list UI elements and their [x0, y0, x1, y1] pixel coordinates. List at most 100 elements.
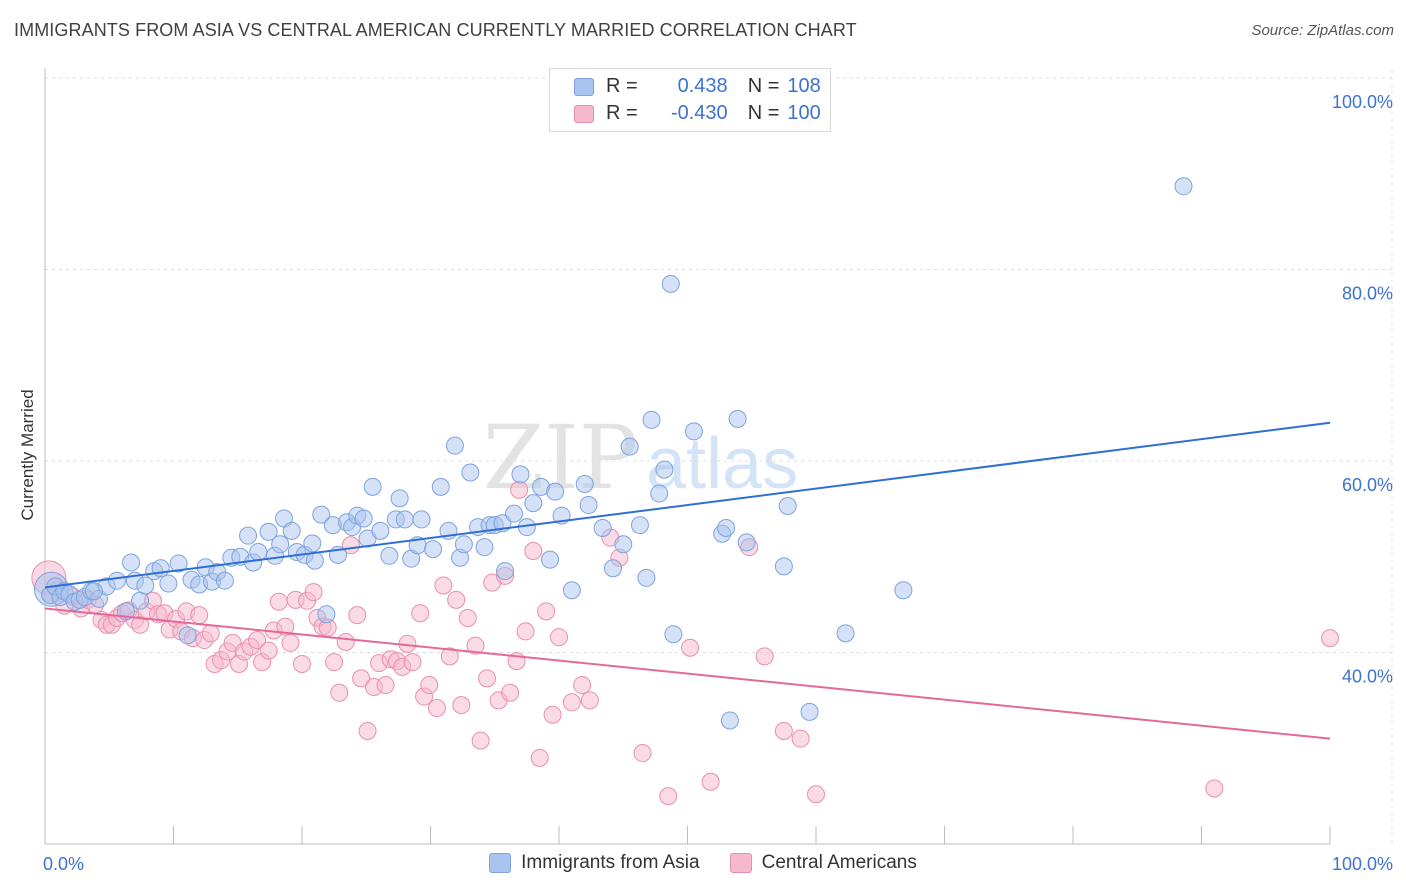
data-point-central [427, 699, 446, 718]
data-point-asia [593, 519, 612, 538]
data-point-asia [511, 465, 530, 484]
data-point-asia [169, 554, 188, 573]
x-tick-label: 0.0% [43, 854, 84, 874]
data-point-asia [84, 582, 103, 601]
data-point-central [543, 705, 562, 724]
data-point-central [659, 787, 678, 806]
data-point-central [633, 744, 652, 763]
stats-row-central: R = -0.430 N = 100 [574, 102, 821, 125]
data-point-asia [579, 496, 598, 515]
data-point-asia [655, 460, 674, 479]
data-point-asia [496, 562, 515, 581]
data-point-asia [1174, 177, 1193, 196]
data-point-asia [136, 576, 155, 595]
data-point-asia [363, 477, 382, 496]
stats-n-label: N = [747, 102, 780, 124]
data-point-asia [461, 463, 480, 482]
legend-swatch-central [729, 853, 752, 873]
data-point-asia [395, 510, 414, 529]
data-point-central [440, 647, 459, 666]
data-point-central [774, 722, 793, 741]
data-point-asia [664, 625, 683, 644]
data-point-central [336, 632, 355, 651]
data-point-central [580, 691, 599, 710]
data-point-asia [259, 522, 278, 541]
stats-r-label: R = [606, 75, 638, 97]
stats-legend-box: R = 0.438 N = 108 R = -0.430 N = 100 [549, 68, 831, 132]
data-point-asia [642, 410, 661, 429]
stats-n-value: 100 [787, 102, 821, 124]
data-point-asia [728, 409, 747, 428]
data-point-central [516, 622, 535, 641]
data-point-asia [282, 521, 301, 540]
data-point-central [550, 628, 568, 647]
data-point-asia [630, 516, 649, 535]
stats-n-label: N = [747, 75, 780, 97]
data-point-asia [524, 494, 543, 513]
data-point-central [562, 693, 581, 712]
trendline-central [44, 607, 1331, 740]
data-point-central [1321, 629, 1339, 648]
data-point-asia [717, 519, 736, 538]
stats-row-asia: R = 0.438 N = 108 [574, 75, 821, 98]
trendline-asia [44, 421, 1331, 589]
data-point-central [573, 676, 592, 695]
data-point-central [358, 722, 377, 741]
data-point-asia [650, 484, 669, 503]
data-point-central [807, 785, 825, 804]
data-point-central [281, 633, 300, 652]
data-point-asia [541, 550, 560, 569]
data-point-central [530, 748, 549, 767]
data-point-central [701, 772, 720, 791]
data-point-asia [122, 553, 141, 572]
data-point-asia [305, 551, 324, 570]
legend-label-asia: Immigrants from Asia [521, 852, 700, 873]
chart-source: Source: ZipAtlas.com [1251, 22, 1394, 39]
data-point-central [352, 669, 371, 688]
data-point-asia [159, 574, 178, 593]
data-point-central [458, 609, 477, 628]
data-point-asia [239, 526, 258, 545]
data-point-central [791, 729, 810, 748]
data-point-asia [661, 274, 680, 293]
data-point-central [452, 696, 471, 715]
data-point-asia [303, 534, 322, 553]
data-point-central [293, 654, 311, 673]
data-point-asia [620, 437, 639, 456]
data-point-asia [317, 605, 336, 624]
legend-label-central: Central Americans [761, 852, 917, 873]
data-point-central [201, 624, 220, 643]
data-point-central [276, 617, 295, 636]
data-point-central [478, 669, 497, 688]
data-point-asia [131, 591, 150, 610]
data-point-central [466, 636, 485, 655]
data-point-central [330, 683, 349, 702]
stats-r-value: -0.430 [670, 102, 728, 124]
data-point-asia [614, 535, 633, 554]
data-point-asia [894, 581, 913, 600]
chart-title: IMMIGRANTS FROM ASIA VS CENTRAL AMERICAN… [14, 20, 857, 40]
data-point-asia [562, 581, 581, 600]
data-point-central [755, 647, 774, 666]
legend-item-central[interactable]: Central Americans [729, 852, 917, 874]
data-point-asia [505, 504, 524, 523]
data-point-asia [603, 559, 622, 578]
data-point-asia [836, 624, 855, 643]
data-point-central [348, 606, 367, 625]
data-point-central [510, 480, 529, 499]
data-point-asia [431, 477, 450, 496]
legend-item-asia[interactable]: Immigrants from Asia [489, 852, 700, 874]
data-point-central [269, 592, 288, 611]
data-point-central [681, 638, 700, 657]
data-point-asia [575, 474, 594, 493]
data-point-asia [737, 533, 756, 552]
stats-swatch-asia [574, 77, 594, 96]
data-point-central [524, 542, 543, 561]
x-tick-label: 100.0% [1332, 854, 1393, 874]
data-point-central [304, 583, 323, 602]
data-point-asia [720, 711, 739, 730]
data-point-central [325, 653, 344, 672]
stats-swatch-central [574, 104, 594, 123]
stats-n-value: 108 [787, 75, 821, 97]
y-tick-label: 40.0% [1342, 667, 1393, 687]
